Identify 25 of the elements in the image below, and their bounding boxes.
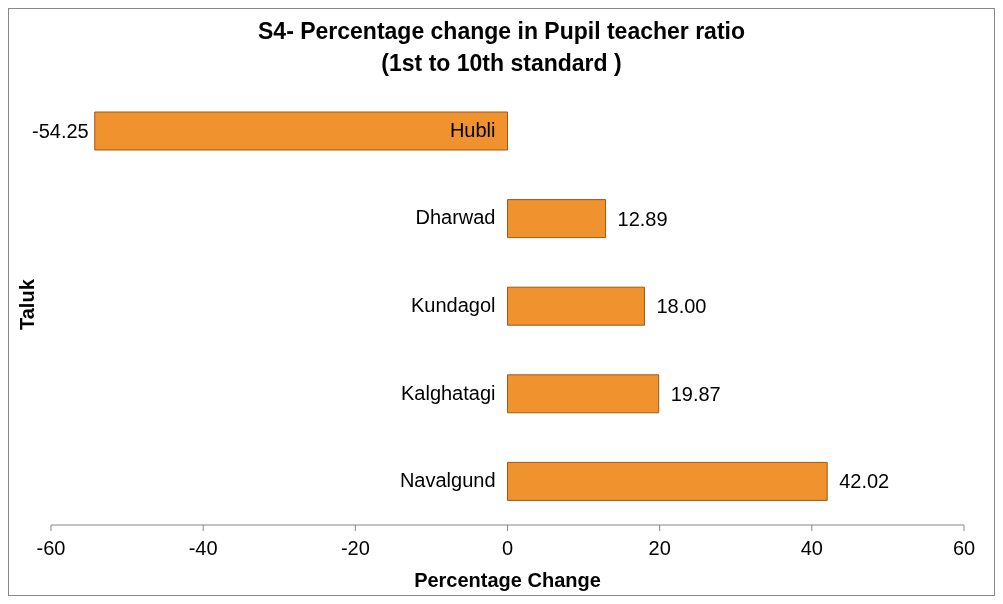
x-axis-title: Percentage Change bbox=[414, 569, 601, 591]
x-tick-label: 60 bbox=[952, 537, 976, 560]
x-tick-label: 20 bbox=[648, 537, 671, 560]
y-axis-title: Taluk bbox=[16, 278, 39, 330]
bar bbox=[94, 111, 508, 151]
data-label: -54.25 bbox=[32, 120, 89, 142]
x-tick-label: -60 bbox=[36, 537, 66, 560]
chart-title: S4- Percentage change in Pupil teacher ratio (1st to 10th standard ) bbox=[257, 17, 746, 78]
x-tick-label: -20 bbox=[340, 537, 370, 560]
bar bbox=[507, 374, 660, 414]
x-tick-label: -40 bbox=[188, 537, 218, 560]
data-label: 42.02 bbox=[839, 470, 890, 493]
data-label: 18.00 bbox=[656, 295, 707, 318]
y-tick-label: Hubli bbox=[449, 118, 496, 141]
bar bbox=[507, 286, 645, 326]
data-label: 19.87 bbox=[670, 382, 721, 405]
x-tick-label: 0 bbox=[501, 537, 514, 560]
bar bbox=[507, 199, 607, 239]
bar bbox=[507, 461, 828, 501]
y-tick-label: Navalgund bbox=[399, 469, 496, 492]
y-tick-label: Kundagol bbox=[410, 294, 496, 316]
y-tick-label: Kalghatagi bbox=[400, 381, 496, 404]
x-tick-label: 40 bbox=[800, 537, 823, 560]
y-tick-label: Dharwad bbox=[415, 206, 496, 229]
data-label: 12.89 bbox=[617, 207, 668, 230]
